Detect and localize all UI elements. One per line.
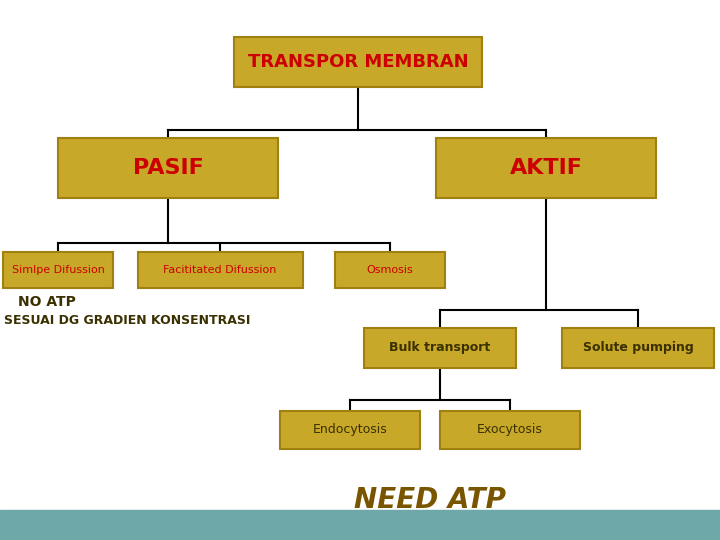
Text: NEED ATP: NEED ATP bbox=[354, 486, 506, 514]
Bar bbox=[0, 510, 720, 540]
Text: Osmosis: Osmosis bbox=[366, 265, 413, 275]
FancyBboxPatch shape bbox=[436, 138, 656, 198]
Text: Bulk transport: Bulk transport bbox=[390, 341, 490, 354]
FancyBboxPatch shape bbox=[234, 37, 482, 87]
Text: SESUAI DG GRADIEN KONSENTRASI: SESUAI DG GRADIEN KONSENTRASI bbox=[4, 314, 251, 327]
FancyBboxPatch shape bbox=[58, 138, 278, 198]
Text: Solute pumping: Solute pumping bbox=[582, 341, 693, 354]
FancyBboxPatch shape bbox=[364, 328, 516, 368]
Text: PASIF: PASIF bbox=[132, 158, 203, 178]
Text: Simlpe Difussion: Simlpe Difussion bbox=[12, 265, 104, 275]
FancyBboxPatch shape bbox=[335, 252, 445, 288]
FancyBboxPatch shape bbox=[440, 411, 580, 449]
Text: NO ATP: NO ATP bbox=[18, 295, 76, 309]
FancyBboxPatch shape bbox=[138, 252, 302, 288]
Text: AKTIF: AKTIF bbox=[510, 158, 582, 178]
FancyBboxPatch shape bbox=[280, 411, 420, 449]
Text: Endocytosis: Endocytosis bbox=[312, 423, 387, 436]
FancyBboxPatch shape bbox=[562, 328, 714, 368]
Text: TRANSPOR MEMBRAN: TRANSPOR MEMBRAN bbox=[248, 53, 468, 71]
Text: Exocytosis: Exocytosis bbox=[477, 423, 543, 436]
FancyBboxPatch shape bbox=[3, 252, 113, 288]
Text: Facititated Difussion: Facititated Difussion bbox=[163, 265, 276, 275]
